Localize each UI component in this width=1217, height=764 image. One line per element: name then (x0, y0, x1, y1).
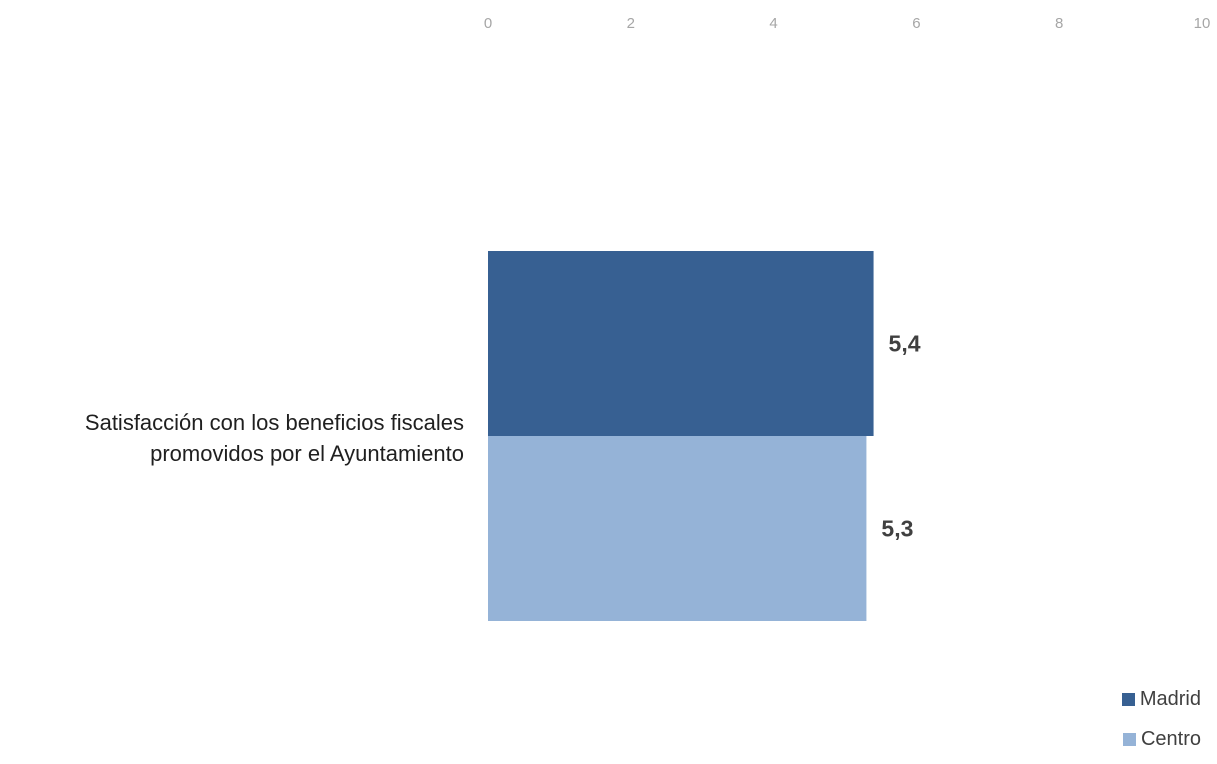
data-label-madrid: 5,4 (889, 331, 921, 357)
x-tick-label: 4 (769, 15, 777, 32)
x-tick-label: 0 (484, 15, 492, 32)
legend-swatch-madrid (1121, 692, 1135, 706)
data-label-centro: 5,3 (881, 516, 913, 542)
bar-madrid (488, 251, 874, 436)
legend-swatch-centro (1122, 732, 1136, 746)
x-tick-label: 8 (1055, 15, 1063, 32)
x-tick-label: 6 (912, 15, 920, 32)
category-label: promovidos por el Ayuntamiento (150, 441, 464, 466)
legend-label-madrid: Madrid (1139, 687, 1201, 710)
legend-item-madrid: Madrid (1101, 688, 1201, 710)
x-tick-label: 2 (627, 15, 635, 32)
bars: 5,4 5,3 (488, 251, 921, 621)
bar-centro (488, 436, 867, 621)
legend-label-centro: Centro (1140, 727, 1201, 750)
x-tick-label: 10 (1194, 15, 1211, 32)
legend: Madrid Centro (1101, 688, 1201, 750)
category-label: Satisfacción con los beneficios fiscales (85, 410, 464, 435)
x-axis-ticks: 0 2 4 6 8 10 (484, 15, 1211, 32)
category-labels: Satisfacción con los beneficios fiscales… (85, 410, 464, 466)
legend-item-centro: Centro (1101, 728, 1201, 750)
